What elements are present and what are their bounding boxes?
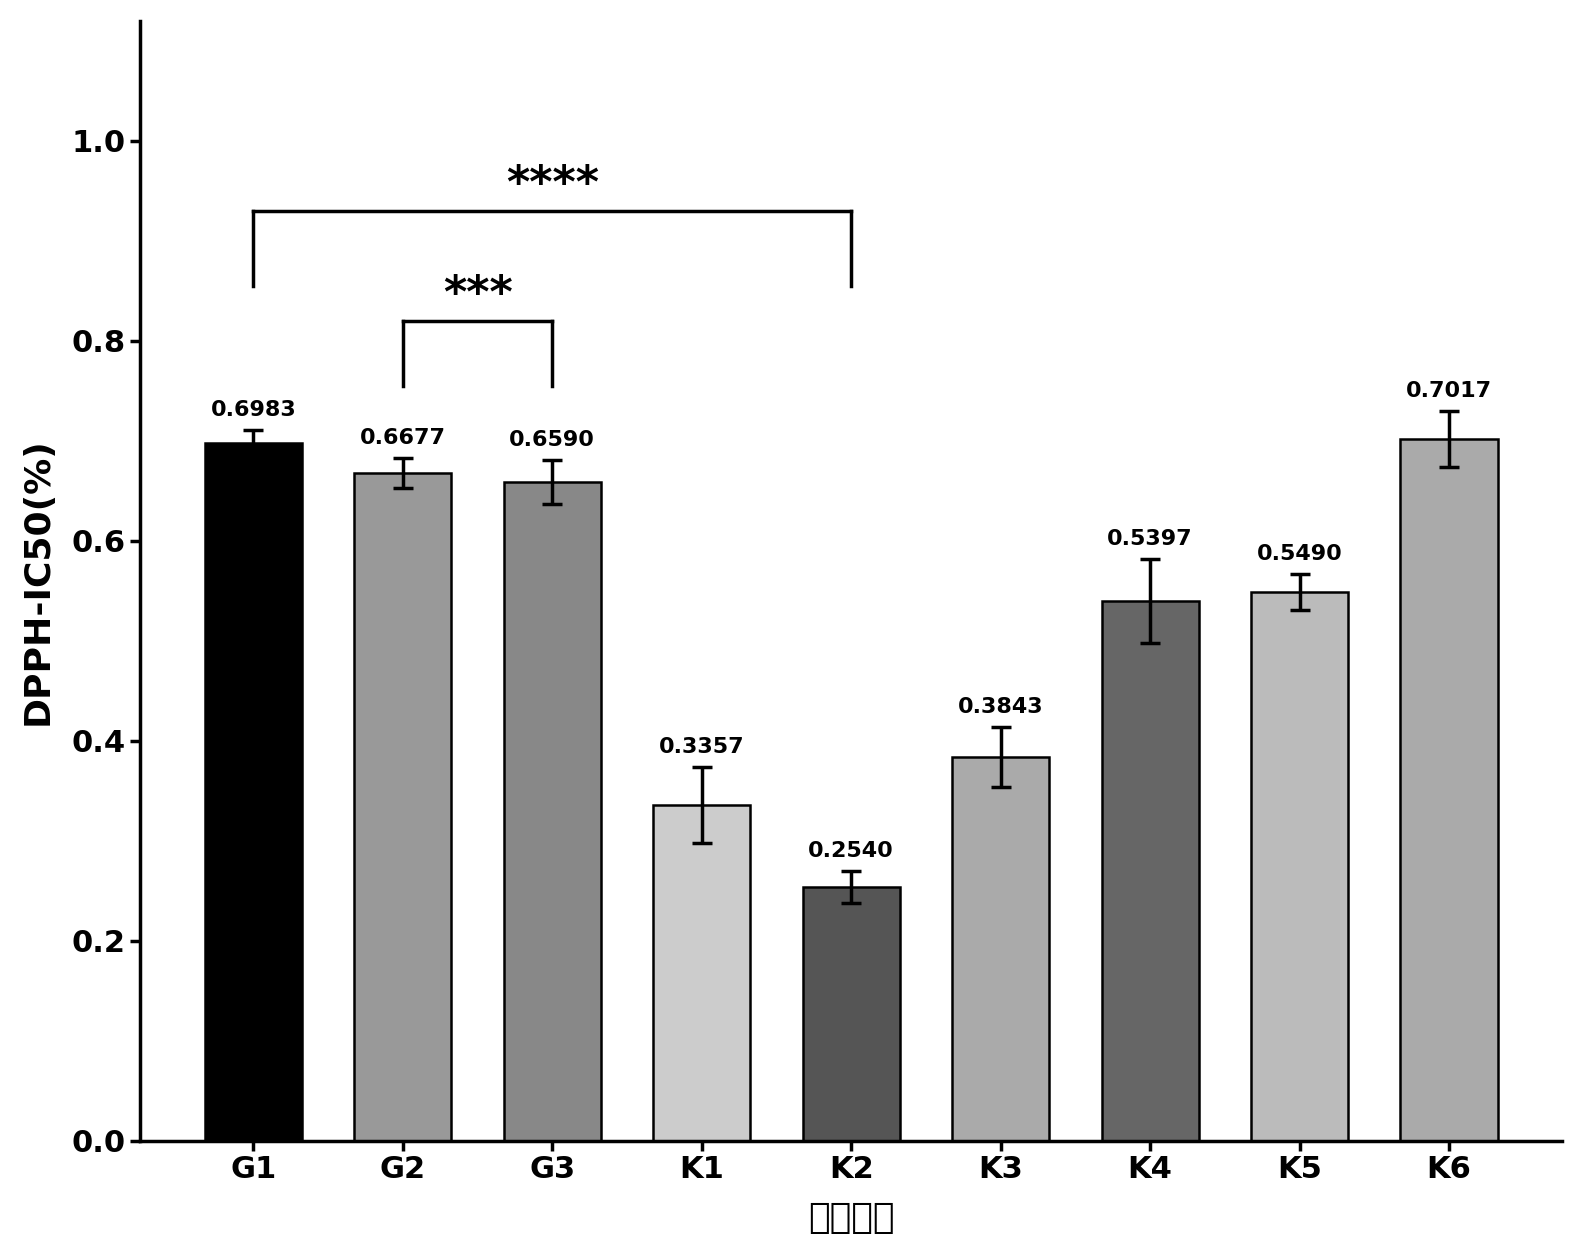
Text: 0.5490: 0.5490 [1257,544,1342,564]
Bar [654,805,750,1140]
Bar [1102,602,1198,1140]
X-axis label: 样品编号: 样品编号 [807,1201,894,1235]
Bar [1401,440,1498,1140]
Y-axis label: DPPH-IC50(%): DPPH-IC50(%) [21,437,55,725]
Text: 0.6983: 0.6983 [211,399,296,420]
Text: ****: **** [507,163,598,206]
Text: 0.6677: 0.6677 [359,428,446,448]
Text: 0.3357: 0.3357 [659,737,744,757]
Text: 0.3843: 0.3843 [958,697,1043,717]
Bar [951,756,1050,1140]
Bar [803,887,899,1140]
Text: 0.2540: 0.2540 [809,842,894,860]
Bar [1251,592,1349,1140]
Text: 0.7017: 0.7017 [1406,381,1493,401]
Text: 0.6590: 0.6590 [510,430,595,450]
Bar [355,474,451,1140]
Text: 0.5397: 0.5397 [1107,529,1194,549]
Text: ***: *** [443,273,513,315]
Bar [204,442,302,1140]
Bar [503,482,602,1140]
